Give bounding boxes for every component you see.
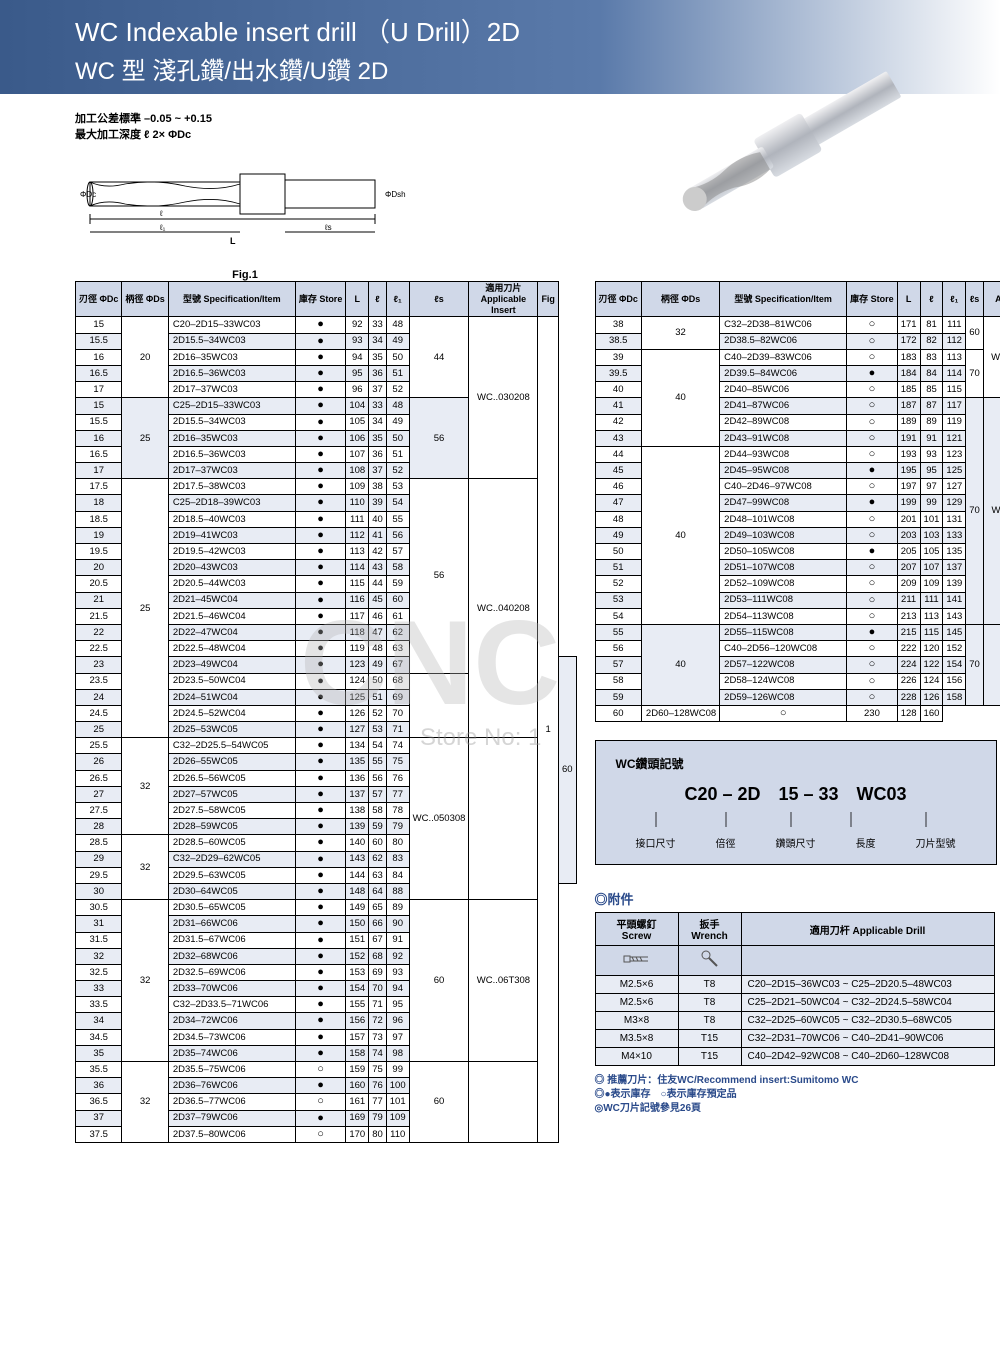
spec-table-right: 刃徑 ΦDc 柄徑 ΦDs 型號 Specification/Item 庫存 S… bbox=[595, 281, 1000, 722]
note3: ◎WC刀片記號參見26頁 bbox=[595, 1102, 995, 1116]
spec-table-left: 刃徑 ΦDc 柄徑 ΦDs 型號 Specification/Item 庫存 S… bbox=[75, 281, 577, 1143]
th-wrench: 扳手 Wrench bbox=[678, 913, 741, 946]
notes: ◎ 推薦刀片：住友WC/Recommend insert:Sumitomo WC… bbox=[595, 1074, 995, 1116]
svg-text:ℓ: ℓ bbox=[159, 209, 163, 218]
designation-label: 倍徑 bbox=[716, 835, 736, 850]
svg-text:ℓs: ℓs bbox=[324, 223, 332, 232]
table-row: 55402D55–115WC08●21511514570 bbox=[595, 624, 1000, 640]
acc-row: M3×8T8C32–2D25–60WC05 ~ C32–2D30.5–68WC0… bbox=[595, 1012, 994, 1030]
designation-lines-svg bbox=[616, 812, 976, 832]
designation-code: C20 – 2D 15 – 33 WC03 bbox=[616, 780, 976, 806]
fig-label: Fig.1 bbox=[75, 269, 415, 281]
table-row: 602D60–128WC08○230128160 bbox=[595, 705, 1000, 721]
designation-label: 鑽頭尺寸 bbox=[776, 835, 816, 850]
th-L: L bbox=[346, 282, 369, 317]
th-insert: 適用刀片 Applicable Insert bbox=[469, 282, 538, 317]
th-dc: 刃徑 ΦDc bbox=[76, 282, 122, 317]
screw-icon bbox=[595, 946, 678, 976]
th-spec: 型號 Specification/Item bbox=[168, 282, 295, 317]
table-row: 17.5252D17.5–38WC03●109385356WC..040208 bbox=[76, 479, 577, 495]
table-row: 35.5322D35.5–75WC06○159759960 bbox=[76, 1062, 577, 1078]
table-row: 30.5322D30.5–65WC05●149658960WC..06T308 bbox=[76, 900, 577, 916]
drill-diagram: ΦDc ΦDsh L ℓ₁ ℓs ℓ bbox=[75, 154, 415, 254]
th-l: ℓ bbox=[369, 282, 387, 317]
th-l: ℓ bbox=[920, 282, 943, 317]
th-dc: 刃徑 ΦDc bbox=[595, 282, 641, 317]
th-store: 庫存 Store bbox=[295, 282, 346, 317]
th-screw: 平頭螺釘 Screw bbox=[595, 913, 678, 946]
acc-row: M4×10T15C40–2D42–92WC08 ~ C40–2D60–128WC… bbox=[595, 1048, 994, 1066]
note1: ◎ 推薦刀片：住友WC/Recommend insert:Sumitomo WC bbox=[595, 1074, 995, 1088]
th-l1: ℓ₁ bbox=[943, 282, 966, 317]
svg-text:ΦDsh: ΦDsh bbox=[385, 190, 406, 199]
accessories: ◎附件 平頭螺釘 Screw 扳手 Wrench 適用刀杆 Applicable… bbox=[595, 889, 995, 1116]
blank bbox=[741, 946, 994, 976]
acc-row: M2.5×6T8C20–2D15–36WC03 ~ C25–2D20.5–48W… bbox=[595, 976, 994, 994]
acc-table: 平頭螺釘 Screw 扳手 Wrench 適用刀杆 Applicable Dri… bbox=[595, 912, 995, 1066]
th-store: 庫存 Store bbox=[847, 282, 898, 317]
wrench-icon bbox=[678, 946, 741, 976]
acc-row: M3.5×8T15C32–2D31–70WC06 ~ C40–2D41–90WC… bbox=[595, 1030, 994, 1048]
acc-title: ◎附件 bbox=[595, 889, 995, 908]
designation-title: WC鑽頭記號 bbox=[616, 755, 976, 772]
th-insert: 適用刀片 Applicable Insert bbox=[983, 282, 1000, 317]
table-row: 44402D44–93WC08○19393123 bbox=[595, 446, 1000, 462]
svg-text:L: L bbox=[230, 236, 236, 246]
designation-labels: 接口尺寸 倍徑 鑽頭尺寸 長度 刀片型號 bbox=[616, 835, 976, 850]
designation-label: 接口尺寸 bbox=[636, 835, 676, 850]
th-ls: ℓs bbox=[409, 282, 469, 317]
svg-text:ΦDc: ΦDc bbox=[80, 190, 96, 199]
th-spec: 型號 Specification/Item bbox=[720, 282, 847, 317]
th-fig: Fig bbox=[538, 282, 559, 317]
th-l1: ℓ₁ bbox=[386, 282, 409, 317]
table-row: 1520C20–2D15–33WC03●92334844WC..0302081 bbox=[76, 317, 577, 333]
designation-box: WC鑽頭記號 C20 – 2D 15 – 33 WC03 接口尺寸 倍徑 鑽頭尺寸 長… bbox=[595, 740, 997, 865]
th-ds: 柄徑 ΦDs bbox=[641, 282, 719, 317]
designation-label: 長度 bbox=[856, 835, 876, 850]
th-appdrill: 適用刀杆 Applicable Drill bbox=[741, 913, 994, 946]
table-row: 3832C32–2D38–81WC06○1718111160WC..06T308… bbox=[595, 317, 1000, 333]
table-row: 25.532C32–2D25.5–54WC05●1345474WC..05030… bbox=[76, 738, 577, 754]
designation-label: 刀片型號 bbox=[916, 835, 956, 850]
table-row: 28.5322D28.5–60WC05●1406080 bbox=[76, 835, 577, 851]
note2: ◎●表示庫存 ○表示庫存預定品 bbox=[595, 1088, 995, 1102]
acc-row: M2.5×6T8C25–2D21–50WC04 ~ C32–2D24.5–58W… bbox=[595, 994, 994, 1012]
th-ls: ℓs bbox=[966, 282, 984, 317]
th-ds: 柄徑 ΦDs bbox=[122, 282, 168, 317]
th-L: L bbox=[897, 282, 920, 317]
content: 加工公差標準 –0.05 ~ +0.15 最大加工深度 ℓ 2× ΦDc ΦDc… bbox=[0, 94, 1000, 1163]
table-row: 3940C40–2D39–83WC06○1838311370 bbox=[595, 349, 1000, 365]
svg-text:ℓ₁: ℓ₁ bbox=[159, 223, 166, 232]
drill-photo bbox=[660, 44, 920, 244]
